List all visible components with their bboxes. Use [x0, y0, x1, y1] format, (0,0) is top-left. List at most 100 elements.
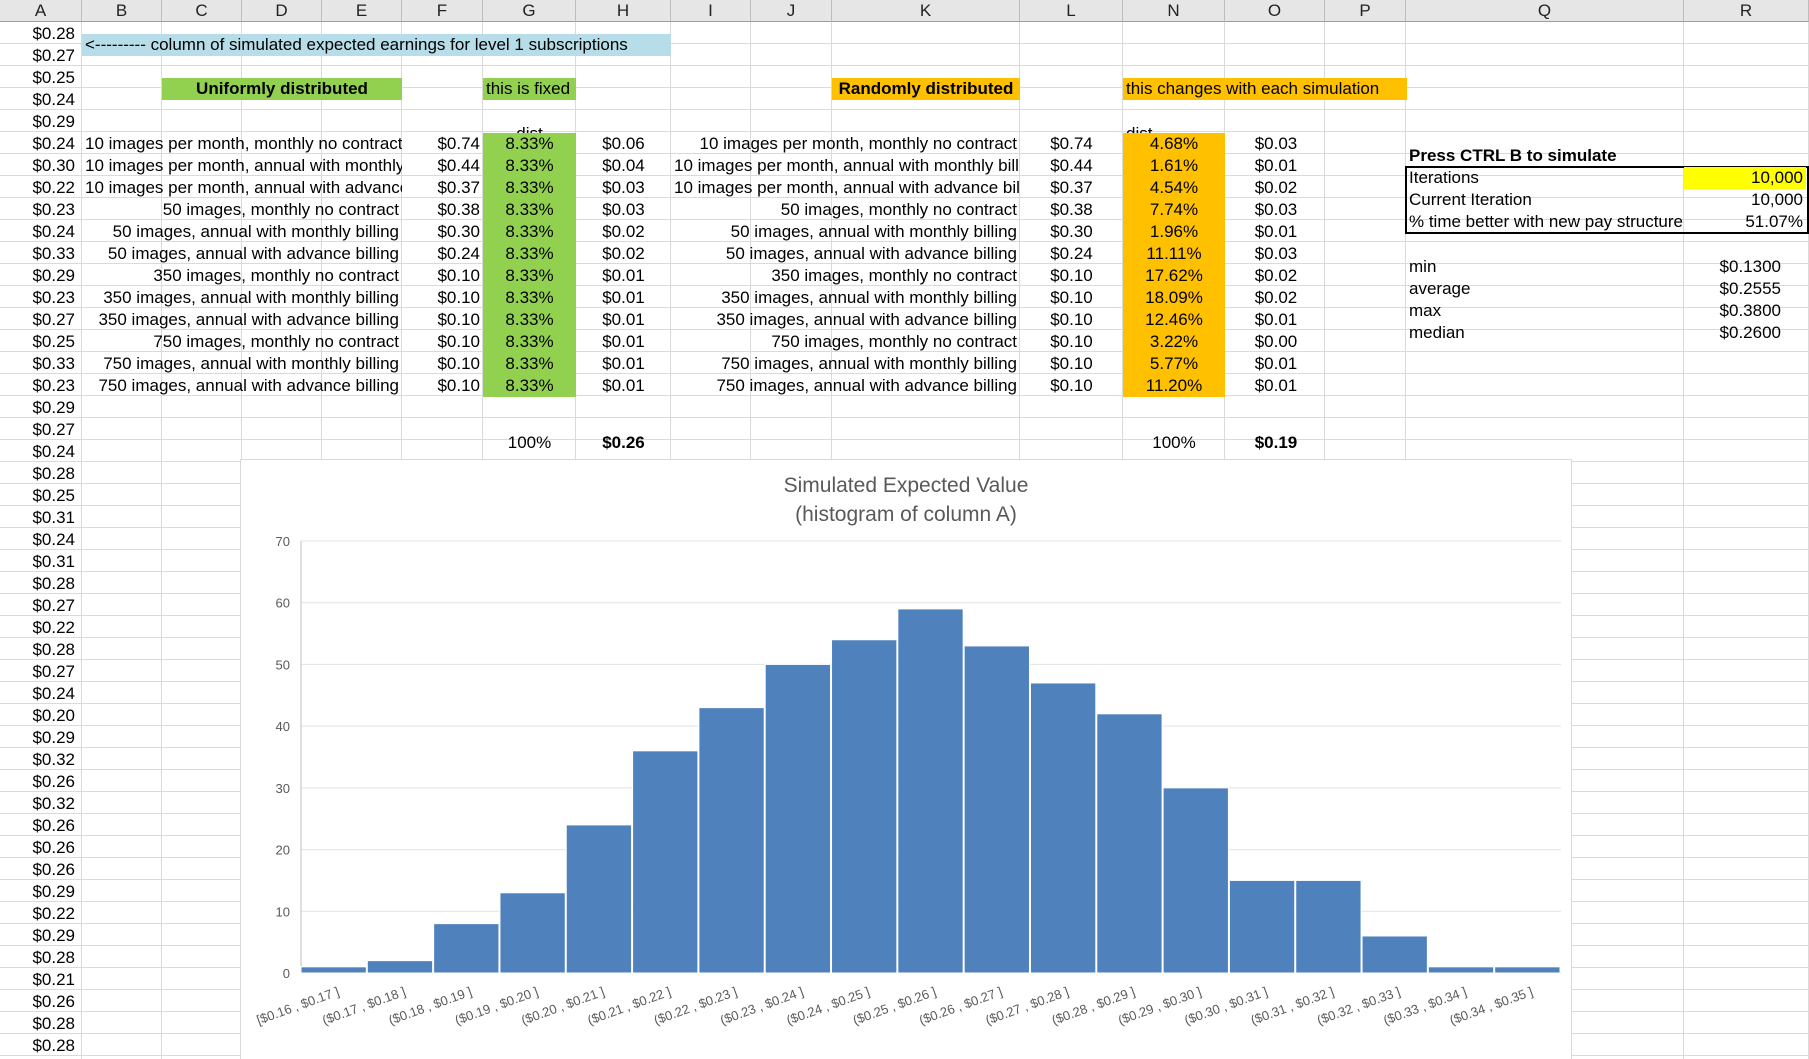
uniform-dist-cell[interactable]: 8.33% — [483, 199, 576, 221]
uniform-ev-cell[interactable]: $0.02 — [602, 244, 645, 263]
column-header-a[interactable]: A — [0, 0, 82, 22]
random-dist-cell[interactable]: 5.77% — [1123, 353, 1225, 375]
column-a-cell[interactable]: $0.28 — [32, 1036, 75, 1055]
column-a-cell[interactable]: $0.27 — [32, 310, 75, 329]
random-ev-cell[interactable]: $0.03 — [1254, 244, 1298, 263]
random-label-cell[interactable]: 50 images, annual with monthly billing — [730, 222, 1017, 241]
random-ev-cell[interactable]: $0.03 — [1254, 134, 1298, 153]
uniform-price-cell[interactable]: $0.10 — [437, 376, 480, 395]
uniform-label-cell[interactable]: 350 images, annual with monthly billing — [103, 288, 399, 307]
column-a-cell[interactable]: $0.26 — [32, 992, 75, 1011]
random-dist-cell[interactable]: 12.46% — [1123, 309, 1225, 331]
histogram-bar[interactable] — [764, 663, 832, 974]
random-price-cell[interactable]: $0.30 — [1050, 222, 1093, 241]
random-label-cell[interactable]: 350 images, annual with advance billing — [716, 310, 1017, 329]
current-iteration-label[interactable]: Current Iteration — [1409, 190, 1532, 209]
uniform-dist-cell[interactable]: 8.33% — [483, 243, 576, 265]
random-ev-cell[interactable]: $0.02 — [1254, 288, 1298, 307]
histogram-bar[interactable] — [433, 923, 500, 974]
uniform-price-cell[interactable]: $0.38 — [437, 200, 480, 219]
histogram-bar[interactable] — [1228, 879, 1296, 974]
uniform-price-cell[interactable]: $0.74 — [437, 134, 480, 153]
column-header-i[interactable]: I — [671, 0, 751, 22]
column-a-cell[interactable]: $0.26 — [32, 838, 75, 857]
uniform-ev-cell[interactable]: $0.03 — [602, 178, 645, 197]
uniform-ev-cell[interactable]: $0.02 — [602, 222, 645, 241]
column-a-cell[interactable]: $0.29 — [32, 398, 75, 417]
random-ev-cell[interactable]: $0.01 — [1254, 310, 1298, 329]
uniform-dist-cell[interactable]: 8.33% — [483, 353, 576, 375]
average-label[interactable]: average — [1409, 279, 1471, 298]
random-label-cell[interactable]: 10 images per month, annual with advance… — [674, 178, 1020, 197]
uniform-price-cell[interactable]: $0.24 — [437, 244, 480, 263]
random-price-cell[interactable]: $0.38 — [1050, 200, 1093, 219]
column-a-cell[interactable]: $0.20 — [32, 706, 75, 725]
current-iteration-value[interactable]: 10,000 — [1751, 190, 1803, 209]
column-a-cell[interactable]: $0.24 — [32, 90, 75, 109]
column-a-cell[interactable]: $0.25 — [32, 68, 75, 87]
histogram-bar[interactable] — [565, 824, 633, 974]
iterations-label[interactable]: Iterations — [1409, 168, 1479, 187]
histogram-bar[interactable] — [831, 639, 898, 974]
histogram-bar[interactable] — [1162, 787, 1229, 974]
column-header-p[interactable]: P — [1325, 0, 1406, 22]
uniform-dist-cell[interactable]: 8.33% — [483, 221, 576, 243]
column-header-g[interactable]: G — [483, 0, 576, 22]
uniform-dist-cell[interactable]: 8.33% — [483, 265, 576, 287]
random-dist-cell[interactable]: 3.22% — [1123, 331, 1225, 353]
column-a-cell[interactable]: $0.28 — [32, 1014, 75, 1033]
iterations-value[interactable]: 10,000 — [1684, 167, 1806, 189]
column-a-cell[interactable]: $0.25 — [32, 332, 75, 351]
uniform-dist-cell[interactable]: 8.33% — [483, 287, 576, 309]
uniform-dist-cell[interactable]: 8.33% — [483, 177, 576, 199]
uniform-ev-cell[interactable]: $0.01 — [602, 376, 645, 395]
column-a-cell[interactable]: $0.29 — [32, 728, 75, 747]
max-value[interactable]: $0.3800 — [1719, 301, 1781, 320]
column-a-cell[interactable]: $0.21 — [32, 970, 75, 989]
uniform-label-cell[interactable]: 350 images, annual with advance billing — [98, 310, 399, 329]
column-header-k[interactable]: K — [832, 0, 1020, 22]
column-a-cell[interactable]: $0.24 — [32, 530, 75, 549]
histogram-bar[interactable] — [632, 750, 699, 974]
uniform-title[interactable]: Uniformly distributed — [162, 78, 402, 100]
column-header-b[interactable]: B — [82, 0, 162, 22]
column-a-cell[interactable]: $0.28 — [32, 574, 75, 593]
random-ev-cell[interactable]: $0.01 — [1254, 222, 1298, 241]
better-pct-value[interactable]: 51.07% — [1745, 212, 1803, 231]
column-a-cell[interactable]: $0.28 — [32, 464, 75, 483]
random-price-cell[interactable]: $0.10 — [1050, 310, 1093, 329]
column-a-cell[interactable]: $0.31 — [32, 552, 75, 571]
uniform-price-cell[interactable]: $0.10 — [437, 310, 480, 329]
random-dist-cell[interactable]: 1.96% — [1123, 221, 1225, 243]
column-a-cell[interactable]: $0.25 — [32, 486, 75, 505]
column-header-l[interactable]: L — [1020, 0, 1123, 22]
column-a-cell[interactable]: $0.29 — [32, 112, 75, 131]
uniform-price-cell[interactable]: $0.37 — [437, 178, 480, 197]
histogram-bar[interactable] — [1096, 713, 1163, 974]
random-label-cell[interactable]: 350 images, annual with monthly billing — [721, 288, 1017, 307]
min-label[interactable]: min — [1409, 257, 1437, 276]
random-price-cell[interactable]: $0.24 — [1050, 244, 1093, 263]
uniform-ev-cell[interactable]: $0.03 — [602, 200, 645, 219]
uniform-label-cell[interactable]: 750 images, annual with monthly billing — [103, 354, 399, 373]
column-a-cell[interactable]: $0.31 — [32, 508, 75, 527]
uniform-label-cell[interactable]: 10 images per month, monthly no contract — [85, 134, 402, 153]
random-label-cell[interactable]: 350 images, monthly no contract — [771, 266, 1017, 285]
column-a-cell[interactable]: $0.32 — [32, 794, 75, 813]
column-header-f[interactable]: F — [402, 0, 483, 22]
uniform-dist-cell[interactable]: 8.33% — [483, 155, 576, 177]
random-dist-cell[interactable]: 4.68% — [1123, 133, 1225, 155]
uniform-price-cell[interactable]: $0.30 — [437, 222, 480, 241]
random-ev-cell[interactable]: $0.01 — [1254, 354, 1298, 373]
uniform-label-cell[interactable]: 50 images, annual with advance billing — [107, 244, 399, 263]
random-label-cell[interactable]: 10 images per month, monthly no contract — [699, 134, 1018, 153]
random-label-cell[interactable]: 750 images, annual with advance billing — [716, 376, 1017, 395]
uniform-dist-cell[interactable]: 8.33% — [483, 331, 576, 353]
better-pct-label[interactable]: % time better with new pay structure — [1409, 212, 1684, 231]
column-a-cell[interactable]: $0.26 — [32, 772, 75, 791]
random-price-cell[interactable]: $0.74 — [1050, 134, 1093, 153]
changes-note[interactable]: this changes with each simulation — [1123, 78, 1407, 100]
random-dist-cell[interactable]: 1.61% — [1123, 155, 1225, 177]
uniform-label-cell[interactable]: 50 images, annual with monthly billing — [112, 222, 399, 241]
median-label[interactable]: median — [1409, 323, 1465, 342]
